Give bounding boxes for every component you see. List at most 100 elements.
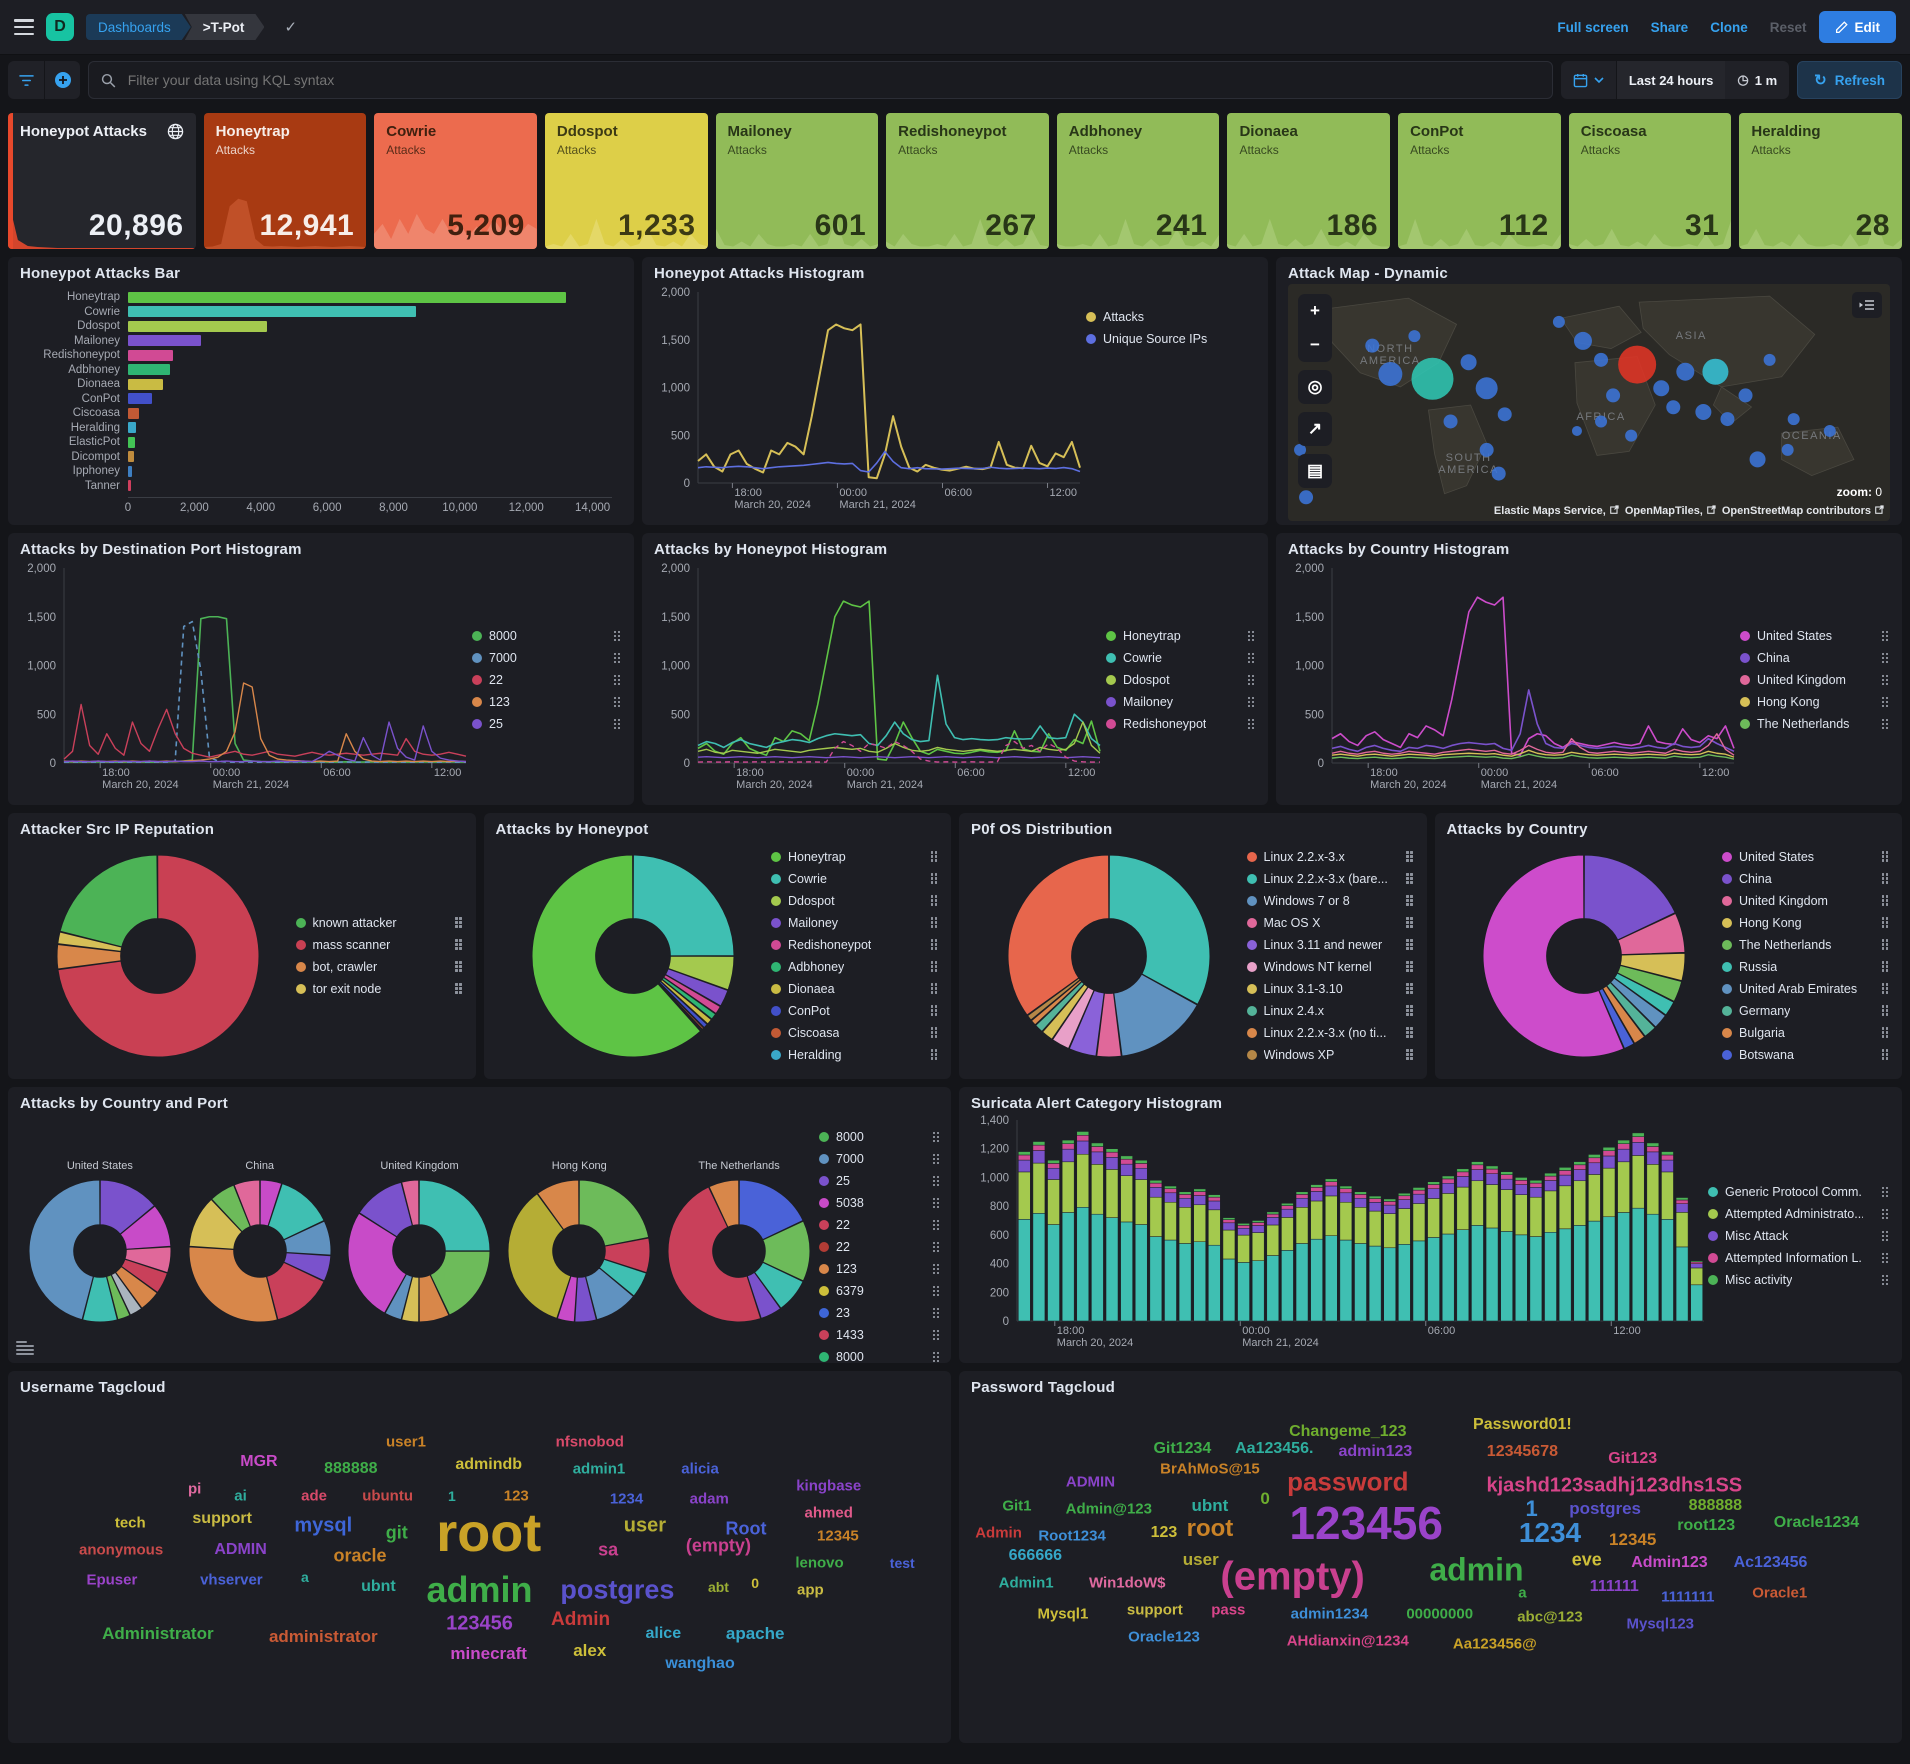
- legend-menu-icon[interactable]: [1881, 1049, 1888, 1060]
- counter-ddospot[interactable]: Ddospot Attacks 1,233: [544, 113, 708, 249]
- attribution-link[interactable]: OpenStreetMap contributors: [1721, 505, 1871, 517]
- legend-menu-icon[interactable]: [613, 652, 620, 664]
- tag-word[interactable]: alice: [645, 1624, 682, 1642]
- country-pie-hong-kong[interactable]: Hong Kong: [504, 1160, 654, 1326]
- tag-word[interactable]: app: [796, 1581, 824, 1599]
- counter-honeypot-attacks[interactable]: Honeypot Attacks 20,896: [8, 113, 196, 249]
- legend-item-united-states[interactable]: United States: [1740, 627, 1888, 645]
- counter-conpot[interactable]: ConPot Attacks 112: [1398, 113, 1561, 249]
- legend-item-5038[interactable]: 5038: [819, 1194, 939, 1212]
- legend-menu-icon[interactable]: [1881, 652, 1888, 664]
- legend-menu-icon[interactable]: [930, 1027, 937, 1038]
- tag-word[interactable]: Epuser: [86, 1571, 138, 1589]
- legend-menu-icon[interactable]: [930, 917, 937, 928]
- counter-dionaea[interactable]: Dionaea Attacks 186: [1227, 113, 1391, 249]
- tag-word[interactable]: (empty): [685, 1535, 751, 1556]
- legend-menu-icon[interactable]: [613, 630, 620, 642]
- tag-word[interactable]: 1: [1525, 1496, 1538, 1522]
- bar-row-honeytrap[interactable]: Honeytrap: [20, 290, 612, 305]
- tag-word[interactable]: 123: [1150, 1523, 1178, 1541]
- counter-ciscoasa[interactable]: Ciscoasa Attacks 31: [1568, 113, 1732, 249]
- tag-word[interactable]: ubuntu: [362, 1487, 413, 1505]
- bar-row-ddospot[interactable]: Ddospot: [20, 319, 612, 334]
- tag-word[interactable]: ADMIN: [214, 1540, 267, 1558]
- country-pie-china[interactable]: China: [185, 1160, 335, 1326]
- legend-item-honeytrap[interactable]: Honeytrap: [771, 848, 937, 866]
- legend-menu-icon[interactable]: [930, 1005, 937, 1016]
- legend-item-22[interactable]: 22: [472, 671, 620, 689]
- kql-search-box[interactable]: [88, 61, 1553, 99]
- pie-area[interactable]: [496, 840, 772, 1071]
- tag-word[interactable]: Oracle1: [1752, 1584, 1808, 1602]
- tag-word[interactable]: 888888: [324, 1459, 378, 1477]
- tag-word[interactable]: Git123: [1608, 1449, 1658, 1467]
- legend-item-china[interactable]: China: [1740, 649, 1888, 667]
- kql-search-input[interactable]: [125, 71, 1540, 89]
- legend-menu-icon[interactable]: [1881, 1186, 1888, 1198]
- legend-menu-icon[interactable]: [930, 873, 937, 884]
- zoom-out-button[interactable]: −: [1310, 335, 1320, 354]
- country-histogram-chart[interactable]: 0 500 1,000 1,500 2,000 18:00 March 20, 2024 00…: [1288, 560, 1890, 800]
- tag-word[interactable]: Mysql1: [1037, 1605, 1089, 1623]
- legend-menu-icon[interactable]: [932, 1175, 939, 1187]
- legend-item-misc-activity[interactable]: Misc activity: [1708, 1271, 1888, 1289]
- legend-item-123[interactable]: 123: [819, 1260, 939, 1278]
- legend-menu-icon[interactable]: [1247, 696, 1254, 708]
- legend-item-7000[interactable]: 7000: [472, 649, 620, 667]
- legend-item-ciscoasa[interactable]: Ciscoasa: [771, 1024, 937, 1042]
- tag-word[interactable]: Changeme_123: [1289, 1422, 1407, 1440]
- legend-menu-icon[interactable]: [932, 1241, 939, 1253]
- legend-item-linux-2-2-x-3-x-no-ti-[interactable]: Linux 2.2.x-3.x (no ti...: [1246, 1024, 1413, 1042]
- tag-word[interactable]: password: [1287, 1466, 1409, 1497]
- legend-item-1433[interactable]: 1433: [819, 1326, 939, 1344]
- legend-menu-icon[interactable]: [930, 851, 937, 862]
- breadcrumb-dashboards[interactable]: Dashboards: [86, 14, 191, 40]
- time-range-label[interactable]: Last 24 hours: [1616, 61, 1726, 99]
- legend-menu-icon[interactable]: [930, 895, 937, 906]
- legend-menu-icon[interactable]: [1881, 630, 1888, 642]
- counter-heralding[interactable]: Heralding Attacks 28: [1739, 113, 1902, 249]
- legend-item-known-attacker[interactable]: known attacker: [295, 914, 462, 932]
- tag-word[interactable]: pi: [187, 1480, 202, 1498]
- counter-honeytrap[interactable]: Honeytrap Attacks 12,941: [203, 113, 367, 249]
- legend-toggle-icon[interactable]: [16, 1341, 34, 1357]
- tag-word[interactable]: abt: [707, 1578, 729, 1595]
- counter-mailoney[interactable]: Mailoney Attacks 601: [715, 113, 879, 249]
- tag-word[interactable]: git: [385, 1522, 408, 1543]
- tag-word[interactable]: administrator: [268, 1627, 378, 1647]
- legend-menu-icon[interactable]: [1247, 718, 1254, 730]
- legend-menu-icon[interactable]: [1406, 873, 1413, 884]
- tag-word[interactable]: Root: [725, 1518, 767, 1539]
- legend-item-linux-2-2-x-3-x-bare-[interactable]: Linux 2.2.x-3.x (bare...: [1246, 870, 1413, 888]
- edit-button[interactable]: Edit: [1818, 11, 1896, 43]
- tag-word[interactable]: 666666: [1008, 1547, 1063, 1565]
- legend-menu-icon[interactable]: [930, 939, 937, 950]
- legend-item-unique-source-ips[interactable]: Unique Source IPs: [1086, 330, 1256, 348]
- legend-menu-icon[interactable]: [1881, 696, 1888, 708]
- legend-menu-icon[interactable]: [1406, 961, 1413, 972]
- counter-adbhoney[interactable]: Adbhoney Attacks 241: [1056, 113, 1220, 249]
- tag-word[interactable]: postgres: [560, 1574, 675, 1605]
- tag-word[interactable]: 12345678: [1486, 1442, 1558, 1460]
- tag-word[interactable]: 1111111: [1661, 1588, 1715, 1606]
- tag-word[interactable]: ai: [234, 1487, 247, 1505]
- tag-word[interactable]: ahmed: [804, 1504, 853, 1522]
- suricata-histogram-chart[interactable]: 0 200 400 600 800 1,000 1,200 1,400 18:00 March 2…: [971, 1114, 1890, 1358]
- legend-item-mass-scanner[interactable]: mass scanner: [295, 936, 462, 954]
- legend-item-8000[interactable]: 8000: [472, 627, 620, 645]
- tag-word[interactable]: 0: [1260, 1489, 1270, 1509]
- tag-word[interactable]: user: [623, 1514, 667, 1537]
- legend-menu-icon[interactable]: [1881, 1252, 1888, 1264]
- tag-word[interactable]: support: [192, 1510, 252, 1528]
- tag-word[interactable]: user: [1182, 1549, 1219, 1569]
- tag-word[interactable]: Git1: [1002, 1497, 1032, 1515]
- top-action-full-screen[interactable]: Full screen: [1557, 19, 1629, 35]
- tag-word[interactable]: a: [1518, 1584, 1527, 1602]
- tag-word[interactable]: Aa123456.: [1235, 1439, 1314, 1457]
- tag-word[interactable]: 123456: [446, 1612, 513, 1635]
- legend-menu-icon[interactable]: [1881, 917, 1888, 928]
- legend-menu-icon[interactable]: [1881, 851, 1888, 862]
- bar-row-ciscoasa[interactable]: Ciscoasa: [20, 406, 612, 421]
- legend-item-the-netherlands[interactable]: The Netherlands: [1722, 936, 1888, 954]
- tag-word[interactable]: 1: [448, 1487, 456, 1504]
